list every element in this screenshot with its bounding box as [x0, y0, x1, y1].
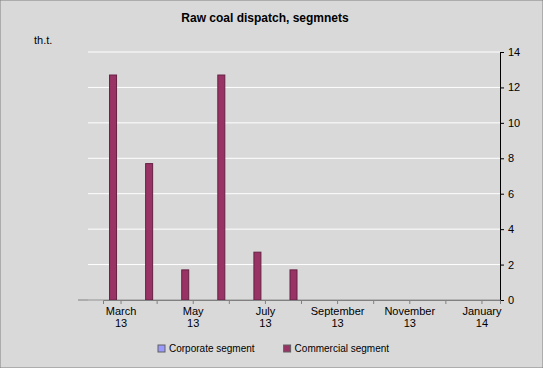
x-tick	[445, 300, 446, 304]
y-tick: 4	[500, 223, 514, 235]
x-tick-mark	[229, 300, 230, 304]
x-tick-label: July13	[256, 305, 276, 330]
x-tick-mark	[193, 300, 194, 304]
y-tick-label: 0	[508, 294, 514, 306]
y-tick-label: 12	[508, 81, 520, 93]
legend-swatch	[284, 345, 291, 352]
x-axis: March13 May13 July13 September13 November13 J…	[104, 300, 503, 329]
title: Raw coal dispatch, segmnets	[181, 11, 349, 25]
grid-line	[88, 52, 500, 53]
y-axis-line	[501, 53, 505, 301]
x-axis-line	[104, 301, 501, 305]
x-tick-mark	[265, 300, 266, 304]
y-tick-mark	[500, 265, 504, 266]
bar	[182, 270, 189, 300]
y-tick-label: 8	[508, 152, 514, 164]
legend-swatch	[158, 345, 165, 352]
x-tick-mark	[157, 300, 158, 304]
grid-line	[88, 122, 500, 123]
x-tick-label: March13	[106, 305, 137, 330]
y-tick-mark	[500, 229, 504, 230]
y-tick-mark	[500, 87, 504, 88]
y-tick-mark	[500, 123, 504, 124]
x-tick-mark	[481, 300, 482, 304]
bar	[146, 164, 153, 300]
y-tick-mark	[500, 52, 504, 53]
grid-line	[88, 87, 500, 88]
bars	[110, 75, 297, 300]
grid-line	[88, 158, 500, 159]
chart: 0 2 4 6 8 10 12 14 March13 May13 July13 September13…	[0, 0, 543, 368]
y-tick-label: 6	[508, 188, 514, 200]
x-tick: January14	[462, 300, 502, 329]
x-tick: September13	[311, 300, 365, 329]
y-axis-title: th.t.	[34, 34, 52, 46]
x-tick-mark	[373, 300, 374, 304]
x-tick-label: September13	[311, 305, 365, 330]
y-tick-mark	[500, 158, 504, 159]
bar	[290, 270, 297, 300]
x-tick-mark	[301, 300, 302, 304]
x-tick-mark	[409, 300, 410, 304]
x-tick-mark	[337, 300, 338, 304]
x-tick	[373, 300, 374, 304]
bar	[254, 252, 261, 300]
y-tick: 10	[500, 117, 520, 129]
y-axis: 0 2 4 6 8 10 12 14	[500, 46, 520, 306]
y-tick: 8	[500, 152, 514, 164]
plot-area	[88, 52, 500, 300]
bar	[110, 75, 117, 300]
x-tick-label: May13	[183, 305, 204, 330]
x-tick: July13	[256, 300, 276, 329]
legend-item: Commercial segment	[284, 343, 390, 354]
legend-item: Corporate segment	[158, 343, 255, 354]
legend: Corporate segment Commercial segment	[158, 343, 389, 354]
x-tick	[157, 300, 158, 304]
grid	[88, 52, 500, 300]
y-tick-label: 4	[508, 223, 514, 235]
legend-label: Commercial segment	[295, 343, 390, 354]
y-tick: 14	[500, 46, 520, 58]
x-tick-label: January14	[462, 305, 502, 330]
x-tick: November13	[384, 300, 435, 329]
bar	[218, 75, 225, 300]
x-tick-mark	[121, 300, 122, 304]
y-tick-label: 2	[508, 259, 514, 271]
x-tick	[301, 300, 302, 304]
x-tick-label: November13	[384, 305, 435, 330]
y-tick: 12	[500, 81, 520, 93]
y-tick: 2	[500, 259, 514, 271]
x-tick: March13	[106, 300, 137, 329]
y-tick: 6	[500, 188, 514, 200]
background	[0, 0, 543, 368]
legend-label: Corporate segment	[169, 343, 255, 354]
y-tick-mark	[500, 194, 504, 195]
x-tick-mark	[445, 300, 446, 304]
y-tick-label: 10	[508, 117, 520, 129]
x-tick	[229, 300, 230, 304]
y-tick: 0	[500, 294, 514, 306]
y-tick-label: 14	[508, 46, 520, 58]
x-tick: May13	[183, 300, 204, 329]
